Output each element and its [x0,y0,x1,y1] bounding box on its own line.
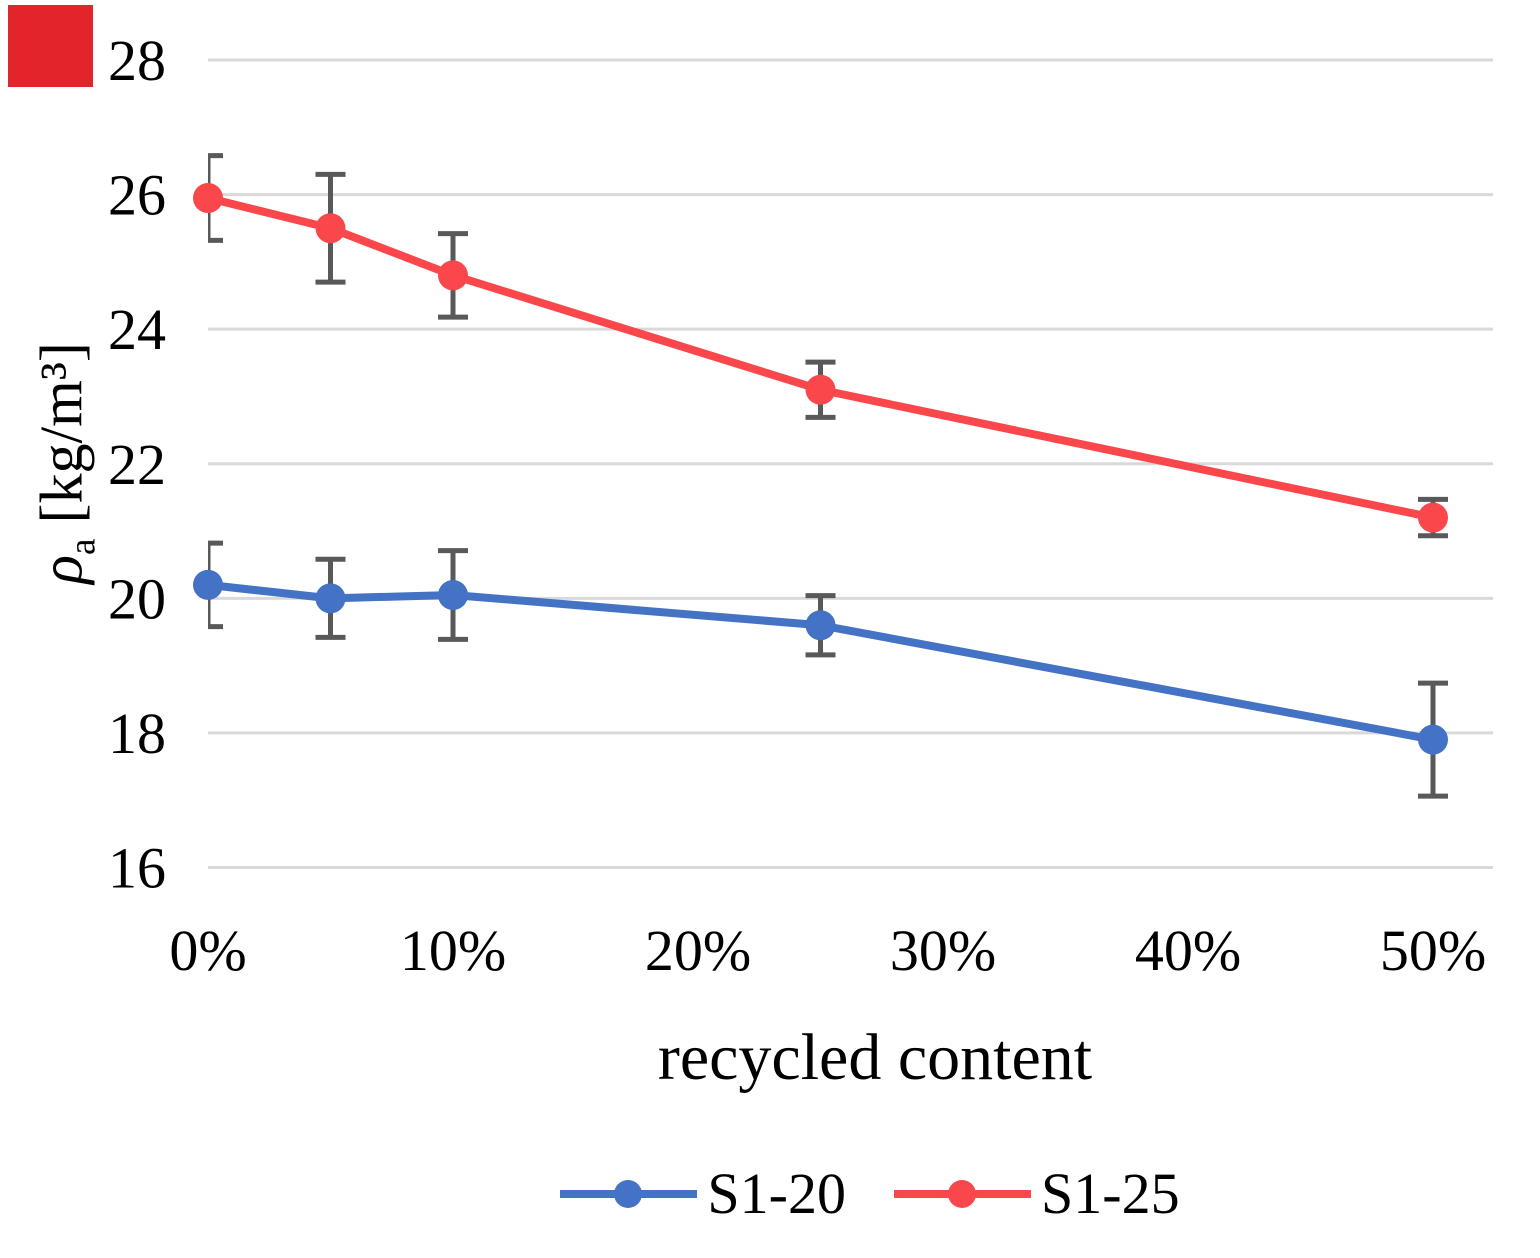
data-point-s1-20-5pct [315,583,346,614]
rho-subscript: a [62,538,104,555]
x-tick-label-50%: 50% [1380,918,1486,983]
data-point-s1-25-25pct [805,374,836,405]
error-bars-s1-20 [208,540,1448,799]
data-point-s1-25-5pct [315,213,346,244]
data-point-s1-25-0pct [193,182,223,213]
legend-item-s1-20: S1-20 [560,1165,846,1223]
red-corner-mark [8,5,93,87]
x-tick-label-10%: 10% [400,918,506,983]
data-point-s1-20-10pct [438,579,468,610]
y-tick-label-28: 28 [108,28,166,93]
rho-symbol: ρ [28,555,95,584]
x-axis-title: recycled content [657,1021,1093,1094]
y-axis-title: ρa [kg/m³] [28,342,105,584]
legend-marker [948,1180,976,1208]
y-tick-label-20: 20 [108,566,166,631]
x-tick-label-30%: 30% [890,918,996,983]
chart-legend: S1-20 S1-25 [200,1156,1540,1232]
x-tick-label-40%: 40% [1135,918,1241,983]
y-tick-label-16: 16 [108,836,166,901]
series-line-s1-25 [204,193,1437,522]
legend-label-s1-25: S1-25 [1041,1161,1180,1226]
legend-marker [614,1180,643,1208]
data-point-s1-20-25pct [805,610,836,641]
y-tick-label-22: 22 [108,432,166,497]
x-tick-label-20%: 20% [645,918,751,983]
data-point-s1-25-50pct [1418,502,1448,533]
legend-label-s1-20: S1-20 [707,1161,846,1226]
legend-swatch-s1-20 [560,1180,698,1208]
y-tick-label-26: 26 [108,163,166,228]
y-tick-label-24: 24 [108,297,166,362]
data-point-s1-20-50pct [1418,724,1448,755]
legend-item-s1-25: S1-25 [894,1165,1180,1223]
data-point-s1-25-10pct [438,260,468,291]
y-tick-label-18: 18 [108,701,166,766]
y-axis-units: [kg/m³] [28,342,95,524]
data-point-s1-20-0pct [193,569,223,600]
legend-swatch-s1-25 [894,1180,1031,1208]
x-tick-label-0%: 0% [169,918,246,983]
